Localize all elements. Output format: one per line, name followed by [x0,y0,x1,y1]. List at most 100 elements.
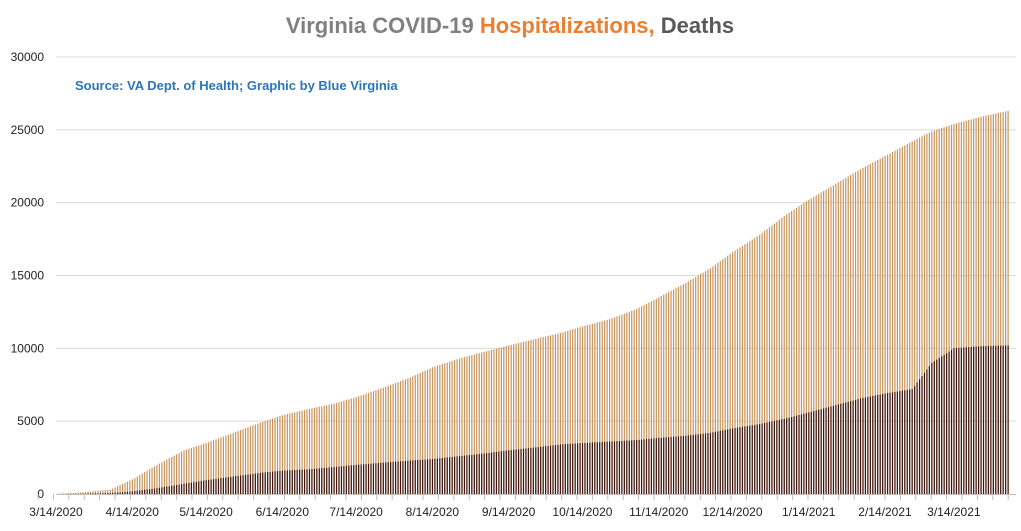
deaths-bar [567,443,569,494]
hospitalizations-bar [483,351,485,494]
deaths-bar [542,446,544,494]
deaths-bar [89,493,92,494]
deaths-bar [712,432,714,494]
hospitalizations-bar [144,472,146,494]
hospitalizations-bar [982,116,985,494]
hospitalizations-bar [439,364,441,494]
hospitalizations-bar [195,446,197,494]
hospitalizations-bar [680,285,682,494]
deaths-bar [414,460,416,494]
hospitalizations-bar [611,318,613,494]
hospitalizations-bar [65,493,67,494]
deaths-bar [847,401,849,494]
deaths-bar [116,492,119,494]
deaths-bar [1007,345,1009,494]
deaths-bar [513,449,515,494]
deaths-bar [663,437,665,494]
deaths-bar [121,492,124,494]
hospitalizations-bar [503,346,505,494]
hospitalizations-bar [537,338,539,494]
hospitalizations-bar [535,338,537,494]
deaths-bar [918,379,921,494]
hospitalizations-bar [217,438,220,494]
hospitalizations-bar [289,413,291,494]
hospitalizations-bar [719,261,721,494]
deaths-bar [717,431,719,494]
deaths-bar [333,467,335,494]
deaths-bar [151,488,153,494]
hospitalizations-bar [515,343,517,494]
hospitalizations-bar [968,120,970,494]
deaths-bar [628,440,630,494]
hospitalizations-bar [690,279,692,494]
deaths-bar [235,476,237,494]
hospitalizations-bar [916,138,918,494]
hospitalizations-bar [306,409,308,494]
hospitalizations-bar [864,166,867,494]
deaths-bar [574,443,576,494]
hospitalizations-bar [547,335,549,494]
hospitalizations-bar [134,477,136,494]
hospitalizations-bar [382,387,384,494]
deaths-bar [697,434,699,494]
deaths-bar [941,356,943,494]
hospitalizations-bar [933,130,935,494]
deaths-bar [736,427,739,494]
deaths-bar [872,395,874,494]
hospitalizations-bar [672,289,675,494]
deaths-bar [606,441,608,494]
deaths-bar [793,416,795,494]
hospitalizations-bar [139,475,141,494]
hospitalizations-bar [495,348,498,494]
deaths-bar [948,351,950,494]
deaths-bar [704,433,707,494]
hospitalizations-bar [827,188,830,494]
hospitalizations-bar [658,297,660,494]
hospitalizations-bar [904,145,906,494]
hospitalizations-bar [362,394,365,494]
hospitalizations-bar [454,360,456,494]
hospitalizations-bar [793,209,795,494]
hospitalizations-bar [741,245,744,494]
x-tick-label: 1/14/2021 [782,505,836,519]
hospitalizations-bar [402,380,404,494]
hospitalizations-bar [980,116,982,495]
deaths-bar [185,483,188,494]
hospitalizations-bar [85,492,87,494]
hospitalizations-bar [815,195,817,494]
deaths-bar [205,480,207,494]
hospitalizations-bar [825,189,827,494]
hospitalizations-bar [227,434,229,494]
deaths-bar [640,439,643,494]
deaths-bar [97,493,99,494]
deaths-bar [786,418,788,494]
hospitalizations-bar [992,114,994,494]
hospitalizations-bar [562,332,564,494]
hospitalizations-bar [444,363,446,494]
hospitalizations-bar [210,441,212,494]
hospitalizations-bar [355,397,357,494]
hospitalizations-bar [215,439,217,494]
deaths-bar [783,418,785,494]
hospitalizations-bar [744,244,746,494]
hospitalizations-bar [591,323,593,494]
x-tick-label: 9/14/2020 [482,505,536,519]
deaths-bar [850,401,852,494]
hospitalizations-bar [670,290,672,494]
deaths-bar [665,437,667,494]
hospitalizations-bar [82,492,84,494]
hospitalizations-bar [153,466,156,494]
hospitalizations-bar [365,393,367,494]
deaths-bar [176,484,178,494]
deaths-bar [104,493,106,494]
hospitalizations-bar [955,123,958,494]
deaths-bar [852,400,854,494]
hospitalizations-bar [353,397,355,494]
hospitalizations-bar [505,346,507,494]
hospitalizations-bar [409,377,411,494]
hospitalizations-bar [247,427,249,494]
hospitalizations-bar [89,491,92,494]
deaths-bar [424,459,426,494]
hospitalizations-bar [380,388,382,494]
deaths-bar [911,389,913,494]
